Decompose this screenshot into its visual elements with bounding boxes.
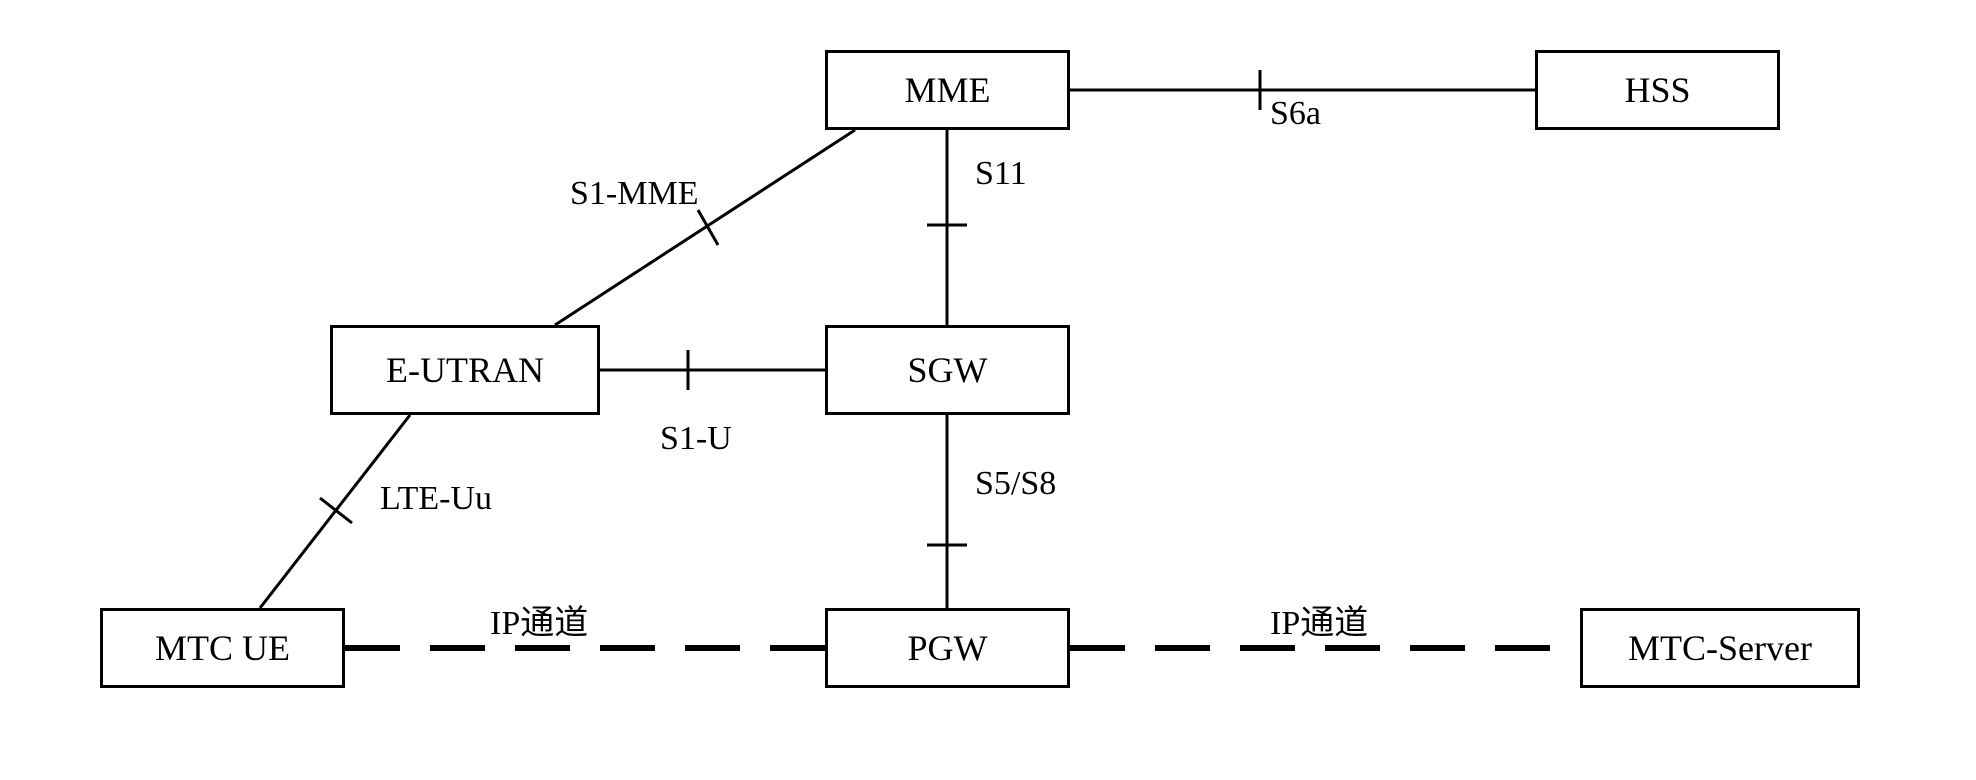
- label-s1-u: S1-U: [660, 420, 732, 458]
- label-ip-channel-1: IP通道: [490, 595, 588, 644]
- node-sgw-label: SGW: [908, 349, 988, 391]
- node-mme-label: MME: [904, 69, 990, 111]
- label-lte-uu: LTE-Uu: [380, 480, 492, 518]
- node-pgw: PGW: [825, 608, 1070, 688]
- label-ip-channel-2: IP通道: [1270, 595, 1368, 644]
- label-s5-s8: S5/S8: [975, 465, 1056, 503]
- node-mtc-server: MTC-Server: [1580, 608, 1860, 688]
- node-mtc-ue: MTC UE: [100, 608, 345, 688]
- node-hss-label: HSS: [1624, 69, 1690, 111]
- node-hss: HSS: [1535, 50, 1780, 130]
- node-sgw: SGW: [825, 325, 1070, 415]
- edge-mme-eutran: [555, 130, 855, 325]
- label-s1-mme: S1-MME: [570, 175, 698, 213]
- node-eutran: E-UTRAN: [330, 325, 600, 415]
- label-s6a: S6a: [1270, 95, 1321, 133]
- label-s11: S11: [975, 155, 1027, 193]
- node-mme: MME: [825, 50, 1070, 130]
- node-pgw-label: PGW: [908, 627, 988, 669]
- node-mtc-ue-label: MTC UE: [155, 627, 290, 669]
- node-mtc-server-label: MTC-Server: [1628, 627, 1812, 669]
- node-eutran-label: E-UTRAN: [386, 349, 544, 391]
- tick-s1mme: [698, 210, 718, 245]
- tick-lteuu: [320, 498, 352, 523]
